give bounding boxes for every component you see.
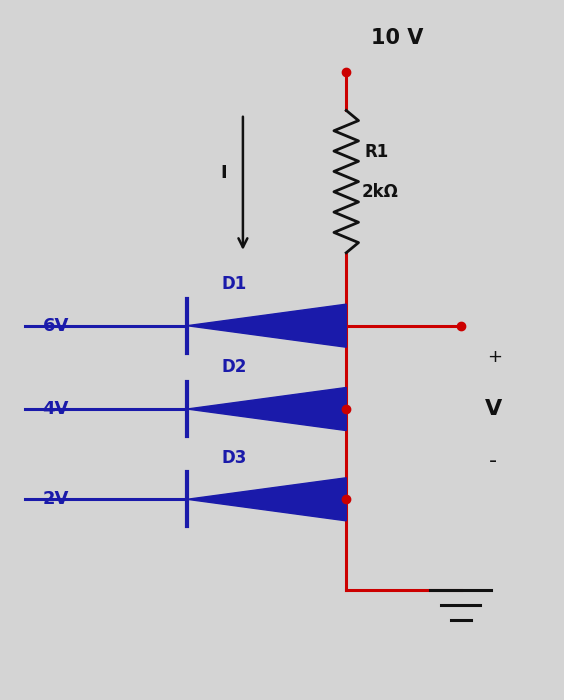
Text: D1: D1 [222, 275, 247, 293]
Text: 4V: 4V [43, 400, 69, 418]
Text: 6V: 6V [43, 316, 69, 335]
Text: 2V: 2V [43, 490, 69, 508]
Polygon shape [187, 304, 346, 347]
Text: I: I [220, 164, 227, 182]
Text: D2: D2 [222, 358, 247, 377]
Text: V: V [484, 399, 502, 419]
Text: R1: R1 [364, 144, 389, 162]
Polygon shape [187, 388, 346, 430]
Polygon shape [187, 478, 346, 521]
Text: D3: D3 [222, 449, 247, 467]
Text: 10 V: 10 V [371, 27, 424, 48]
Text: 2kΩ: 2kΩ [362, 183, 399, 201]
Text: -: - [489, 451, 497, 471]
Text: +: + [487, 348, 502, 366]
